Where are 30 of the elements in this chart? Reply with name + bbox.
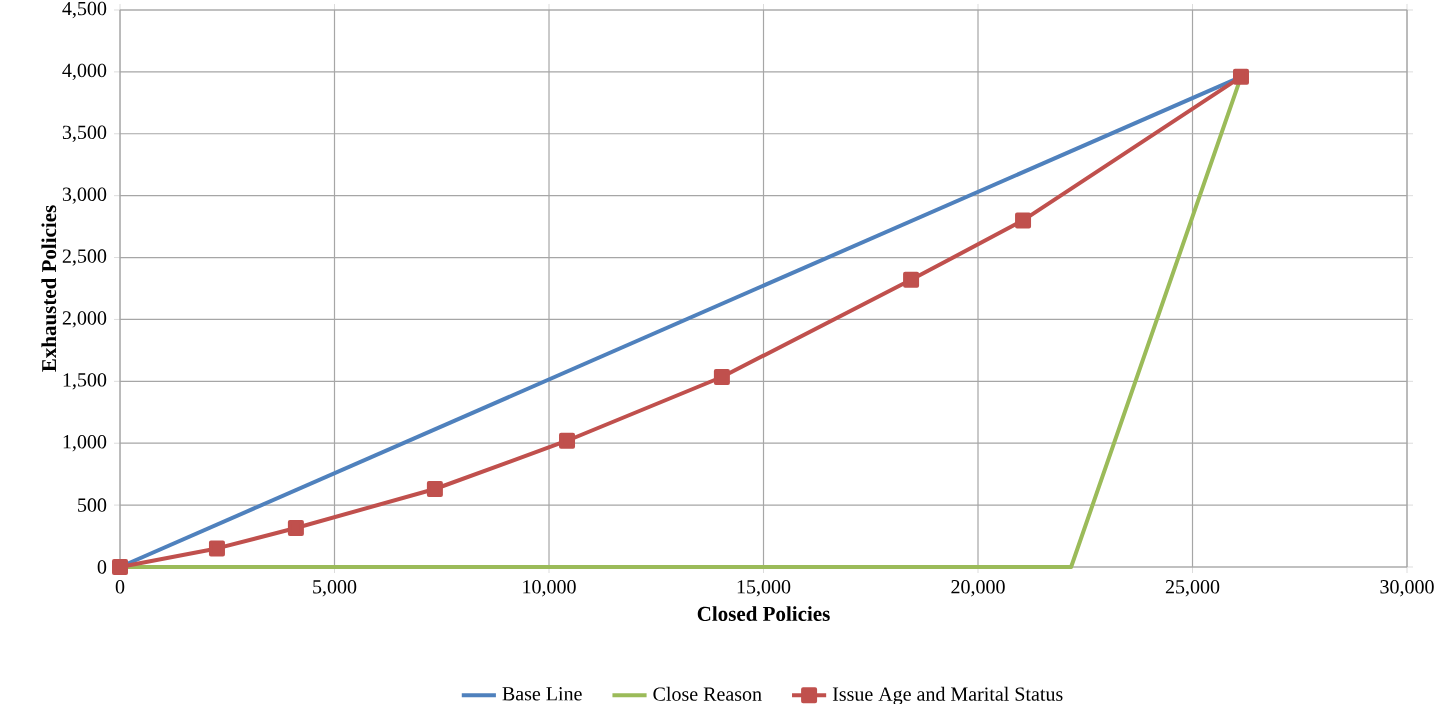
point — [903, 271, 920, 288]
y-tick-label: 0 — [97, 560, 107, 574]
y-tick-label: 3,000 — [62, 187, 107, 204]
point — [1232, 68, 1249, 85]
point — [1015, 212, 1032, 229]
x-tick-label: 30,000 — [1380, 580, 1434, 597]
x-axis-title: Closed Policies — [697, 606, 830, 621]
x-tick-label: 10,000 — [523, 580, 576, 597]
x-tick-label: 25,000 — [1165, 580, 1220, 597]
y-tick-label: 1,500 — [63, 373, 107, 390]
y-tick-label: 500 — [78, 498, 107, 512]
y-tick-label: 4,000 — [62, 63, 107, 81]
point — [287, 519, 304, 536]
point — [426, 481, 443, 498]
y-tick-label: 2,500 — [62, 249, 107, 266]
legend-label: Base Line — [502, 687, 582, 701]
y-tick-label: 3,500 — [62, 125, 107, 142]
y-tick-label: 2,000 — [62, 311, 107, 328]
x-tick-label: 15,000 — [737, 580, 791, 597]
point — [559, 432, 576, 449]
x-tick-label: 5,000 — [313, 580, 357, 597]
point — [713, 368, 730, 385]
point — [112, 558, 129, 575]
y-axis-title: Exhausted Policies — [41, 205, 57, 372]
point — [208, 540, 225, 557]
y-tick-label: 1,000 — [63, 435, 107, 452]
legend-label: Close Reason — [653, 686, 762, 701]
x-tick-label: 20,000 — [951, 580, 1005, 597]
x-tick-label: 0 — [115, 580, 125, 594]
y-tick-label: 4,500 — [62, 1, 107, 19]
